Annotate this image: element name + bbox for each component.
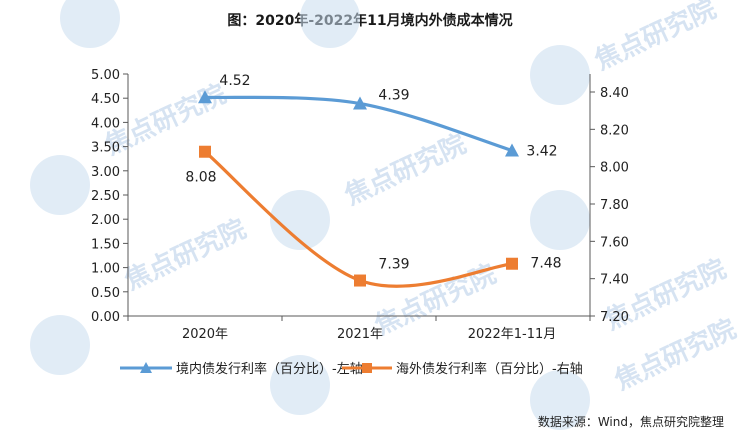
right-axis-tick-label: 7.60 [600,235,629,250]
left-axis-tick-label: 4.00 [91,116,120,131]
watermark-logo-icon [30,315,90,375]
watermark-logo-icon [530,370,590,430]
right-axis-tick-label: 8.40 [600,86,629,101]
series-0-point-1 [353,96,367,110]
x-axis-tick-label: 2020年 [182,327,228,342]
right-axis-tick-label: 8.00 [600,161,629,176]
left-axis-tick-label: 4.50 [91,92,120,107]
x-axis-tick-label: 2022年1-11月 [468,327,557,342]
watermark-logo-icon [300,0,360,48]
series-1-point-0 [199,145,211,158]
watermark-text: 焦点研究院 [340,128,471,211]
left-axis-tick-label: 0.00 [91,310,120,325]
left-axis-tick-label: 0.50 [91,286,120,301]
series-1-data-label-1: 7.39 [378,257,409,273]
watermark-logo-icon [530,45,590,105]
right-axis-tick-label: 7.40 [600,273,629,288]
axes: 0.00 0.50 1.00 1.50 2.00 2.50 3.00 3.50 4.00 4.50… [91,68,629,342]
chart-title: 图：2020年-2022年11月境内外债成本情况 [227,13,513,29]
legend-label-0: 境内债发行利率（百分比）-左轴 [176,361,363,377]
watermark-text: 焦点研究院 [120,213,251,296]
right-axis-tick-label: 7.20 [600,310,629,325]
legend-label-1: 海外债发行利率（百分比）-右轴 [396,361,583,377]
source-note: 数据来源：Wind，焦点研究院整理 [537,415,724,429]
left-axis-tick-label: 3.50 [91,141,120,156]
series-0-data-label-2: 3.42 [526,143,557,159]
watermark-logo-icon [530,190,590,250]
right-axis-tick-label: 7.80 [600,198,629,213]
left-axis-tick-label: 2.00 [91,213,120,228]
left-axis-tick-label: 5.00 [91,68,120,83]
x-axis-tick-label: 2021年 [337,327,383,342]
left-axis-tick-label: 1.00 [91,262,120,277]
legend-marker-0 [140,362,152,373]
legend: 境内债发行利率（百分比）-左轴 海外债发行利率（百分比）-右轴 [120,361,583,377]
data-labels: 4.52 4.39 3.42 8.08 7.39 7.48 [185,73,561,272]
series-0-point-2 [505,143,519,157]
series-0-data-label-0: 4.52 [219,73,250,89]
watermark-logo-icon [270,355,330,415]
left-axis-tick-label: 2.50 [91,189,120,204]
series-lines [198,90,519,288]
watermark-logo-icon [270,190,330,250]
watermark-logo-icon [30,155,90,215]
left-axis-tick-label: 3.00 [91,165,120,180]
series-1-point-2 [506,257,518,270]
series-0-point-0 [198,90,212,104]
watermark-text: 焦点研究院 [590,0,721,76]
legend-marker-1 [362,363,372,373]
left-axis-tick-label: 1.50 [91,237,120,252]
series-0-data-label-1: 4.39 [378,88,409,104]
series-1-data-label-0: 8.08 [185,170,216,186]
watermark-logo-icon [60,0,120,48]
series-line-1 [203,150,514,288]
series-1-data-label-2: 7.48 [530,256,561,272]
series-1-point-1 [354,274,366,287]
right-axis-tick-label: 8.20 [600,123,629,138]
